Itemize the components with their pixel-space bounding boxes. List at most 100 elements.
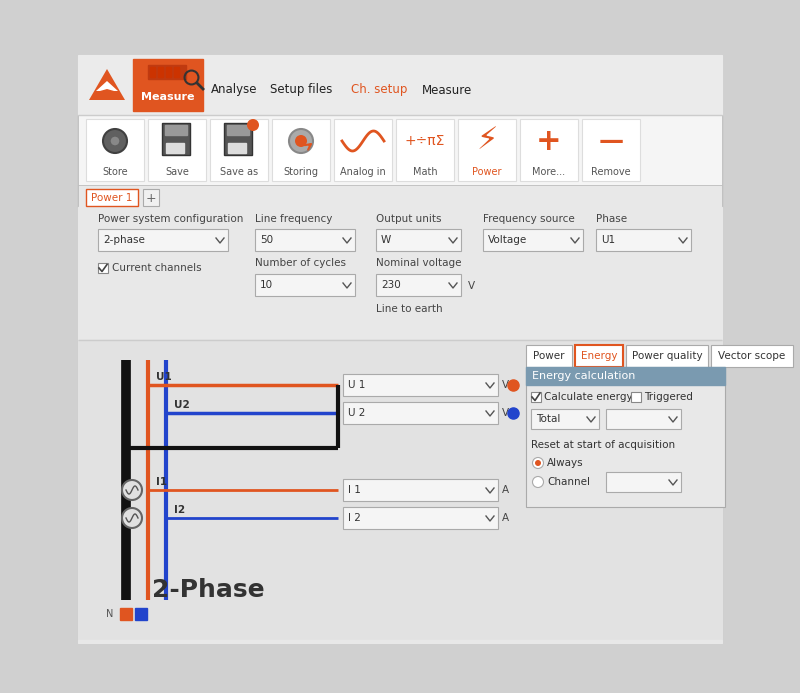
Text: U2: U2 — [174, 400, 190, 410]
Text: Measure: Measure — [142, 92, 194, 102]
Bar — [483, 229, 583, 251]
Text: Energy: Energy — [581, 351, 618, 361]
Bar — [165, 125, 187, 135]
Text: Output units: Output units — [376, 214, 442, 224]
Bar — [174, 67, 179, 77]
Text: V: V — [502, 408, 509, 418]
Text: Number of cycles: Number of cycles — [255, 258, 346, 268]
Text: Power quality: Power quality — [632, 351, 702, 361]
Bar — [582, 119, 640, 181]
Text: V: V — [468, 281, 475, 291]
Text: Store: Store — [102, 167, 128, 177]
Text: 2-phase: 2-phase — [103, 235, 145, 245]
Bar — [255, 274, 355, 296]
Text: Storing: Storing — [283, 167, 318, 177]
Text: N: N — [106, 609, 114, 619]
Text: Voltage: Voltage — [488, 235, 527, 245]
Bar — [150, 67, 155, 77]
Text: Nominal voltage: Nominal voltage — [376, 258, 462, 268]
Circle shape — [533, 457, 543, 468]
Text: +: + — [146, 191, 156, 204]
Bar — [158, 67, 163, 77]
Text: 230: 230 — [381, 280, 401, 290]
Circle shape — [247, 119, 259, 131]
Text: U 2: U 2 — [348, 408, 366, 418]
Bar — [78, 55, 722, 115]
Bar — [224, 123, 252, 155]
Bar — [531, 392, 541, 402]
Circle shape — [122, 480, 142, 500]
Text: Power 1: Power 1 — [91, 193, 133, 203]
Text: Analog in: Analog in — [340, 167, 386, 177]
Text: Current channels: Current channels — [112, 263, 202, 273]
Text: Phase: Phase — [596, 214, 627, 224]
Bar — [210, 119, 268, 181]
Circle shape — [533, 477, 543, 487]
Bar — [148, 119, 206, 181]
Bar — [526, 367, 725, 385]
Text: W: W — [381, 235, 391, 245]
Bar — [78, 640, 722, 643]
Text: Measure: Measure — [422, 83, 472, 96]
Text: Analyse: Analyse — [211, 83, 258, 96]
Text: U 1: U 1 — [348, 380, 366, 390]
Text: I 2: I 2 — [348, 513, 361, 523]
Text: 50: 50 — [260, 235, 273, 245]
Text: Calculate energy: Calculate energy — [544, 392, 633, 402]
Text: Save as: Save as — [220, 167, 258, 177]
Bar — [458, 119, 516, 181]
Circle shape — [122, 508, 142, 528]
Text: I2: I2 — [174, 505, 185, 515]
Text: Total: Total — [536, 414, 560, 424]
Text: Line frequency: Line frequency — [255, 214, 332, 224]
Bar — [343, 479, 498, 501]
Circle shape — [295, 135, 307, 147]
Bar — [526, 345, 572, 367]
Text: More...: More... — [533, 167, 566, 177]
Bar — [78, 207, 722, 340]
Bar — [133, 59, 203, 111]
Bar — [343, 374, 498, 396]
Bar — [631, 392, 641, 402]
Text: Ch. setup: Ch. setup — [351, 83, 408, 96]
Text: 10: 10 — [260, 280, 273, 290]
Bar — [162, 123, 190, 155]
Bar — [166, 67, 171, 77]
Bar — [78, 185, 722, 207]
Bar — [526, 367, 725, 507]
Bar — [606, 409, 681, 429]
Text: Channel: Channel — [547, 477, 590, 487]
Text: I1: I1 — [156, 477, 167, 487]
Text: Triggered: Triggered — [644, 392, 693, 402]
Bar — [376, 274, 461, 296]
Bar — [255, 229, 355, 251]
Bar — [148, 65, 186, 79]
Text: Power system configuration: Power system configuration — [98, 214, 243, 224]
Text: Setup files: Setup files — [270, 83, 332, 96]
Bar — [78, 115, 722, 185]
Circle shape — [535, 460, 541, 466]
Bar — [98, 263, 108, 273]
Circle shape — [103, 129, 127, 153]
Text: A: A — [502, 513, 509, 523]
Text: +: + — [536, 127, 562, 155]
Bar — [334, 119, 392, 181]
Bar — [596, 229, 691, 251]
Bar — [86, 119, 144, 181]
Text: 2-Phase: 2-Phase — [152, 578, 264, 602]
Bar — [376, 229, 461, 251]
Bar — [575, 345, 623, 367]
Bar — [396, 119, 454, 181]
Polygon shape — [89, 69, 125, 100]
Bar — [272, 119, 330, 181]
Text: Reset at start of acquisition: Reset at start of acquisition — [531, 440, 675, 450]
Bar — [606, 472, 681, 492]
Text: Line to earth: Line to earth — [376, 304, 442, 314]
Bar — [711, 345, 793, 367]
Circle shape — [110, 136, 120, 146]
Bar — [166, 143, 184, 153]
Text: Power: Power — [472, 167, 502, 177]
Text: U1: U1 — [156, 372, 172, 382]
Bar — [520, 119, 578, 181]
Bar — [531, 409, 599, 429]
